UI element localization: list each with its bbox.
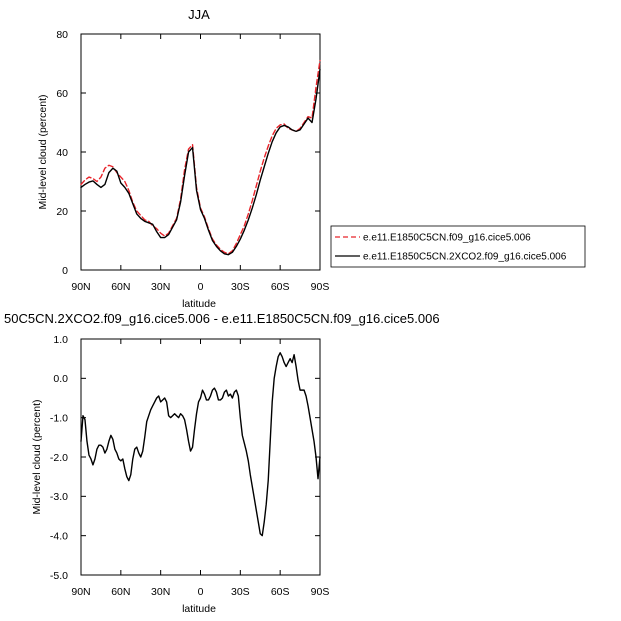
bottom-y-axis-title: Mid-level cloud (percent): [31, 400, 43, 515]
bottom-x-tick-label: 30N: [151, 586, 170, 598]
top-x-tick-label: 60S: [271, 281, 290, 293]
top-plot-frame: [80, 33, 321, 271]
top-y-tick-label: 60: [56, 88, 68, 100]
bottom-x-tick-label: 60N: [111, 586, 130, 598]
top-y-tick-label: 20: [56, 206, 68, 218]
top-series-line-1: [80, 68, 321, 256]
bottom-series-line-0: [80, 352, 321, 537]
bottom-series-lines: [80, 352, 321, 537]
top-x-tick-label: 30N: [151, 281, 170, 293]
top-y-tick-label: 80: [56, 29, 68, 41]
bottom-y-tick-label: -1.0: [50, 412, 68, 424]
legend: e.e11.E1850C5CN.f09_g16.cice5.006 e.e11.…: [330, 225, 586, 268]
top-series-line-0: [80, 59, 321, 255]
bottom-x-tick-label: 60S: [271, 586, 290, 598]
top-y-ticks: 0 20 40 60 80: [56, 29, 320, 277]
top-x-tick-label: 0: [198, 281, 204, 293]
top-x-ticks: 90N 60N 30N 0 30S 60S 90S: [71, 34, 329, 293]
bottom-chart-title: 50C5CN.2XCO2.f09_g16.cice5.006 - e.e11.E…: [4, 311, 440, 326]
legend-label-control: e.e11.E1850C5CN.f09_g16.cice5.006: [363, 233, 531, 244]
top-chart: JJA 0 20 40 60 80 90N 60N 30N 0 30S 60S 90S latitu…: [37, 7, 586, 310]
top-x-axis-title: latitude: [182, 298, 216, 310]
top-x-tick-label: 90S: [311, 281, 330, 293]
bottom-y-tick-label: 0.0: [53, 373, 68, 385]
bottom-x-axis-title: latitude: [182, 603, 216, 615]
bottom-y-ticks: 1.0 0.0 -1.0 -2.0 -3.0 -4.0 -5.0: [50, 334, 320, 582]
bottom-x-tick-label: 30S: [231, 586, 250, 598]
bottom-x-tick-label: 90N: [71, 586, 90, 598]
bottom-y-tick-label: -5.0: [50, 570, 68, 582]
top-x-tick-label: 60N: [111, 281, 130, 293]
top-x-tick-label: 30S: [231, 281, 250, 293]
bottom-y-tick-label: -2.0: [50, 452, 68, 464]
bottom-x-ticks: 90N 60N 30N 0 30S 60S 90S: [71, 339, 329, 598]
top-y-axis-title: Mid-level cloud (percent): [37, 95, 49, 210]
top-series-lines: [80, 59, 321, 256]
top-chart-title: JJA: [188, 7, 210, 22]
bottom-y-tick-label: -3.0: [50, 491, 68, 503]
top-y-tick-label: 0: [62, 265, 68, 277]
top-x-tick-label: 90N: [71, 281, 90, 293]
bottom-y-tick-label: -4.0: [50, 530, 68, 542]
bottom-x-tick-label: 0: [198, 586, 204, 598]
bottom-plot-frame: [80, 338, 321, 576]
bottom-x-tick-label: 90S: [311, 586, 330, 598]
bottom-chart: 50C5CN.2XCO2.f09_g16.cice5.006 - e.e11.E…: [4, 311, 440, 615]
bottom-y-tick-label: 1.0: [53, 334, 68, 346]
legend-box: [330, 225, 586, 268]
legend-label-2xco2: e.e11.E1850C5CN.2XCO2.f09_g16.cice5.006: [363, 252, 567, 263]
top-y-tick-label: 40: [56, 147, 68, 159]
